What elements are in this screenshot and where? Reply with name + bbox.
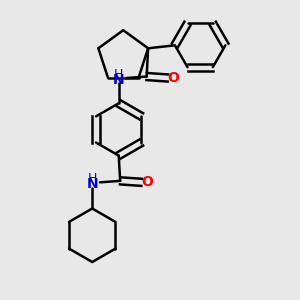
Text: H: H [88, 172, 97, 185]
Text: N: N [86, 177, 98, 191]
Text: O: O [167, 71, 179, 85]
Text: N: N [113, 73, 124, 86]
Text: O: O [141, 175, 153, 189]
Text: H: H [114, 68, 123, 81]
